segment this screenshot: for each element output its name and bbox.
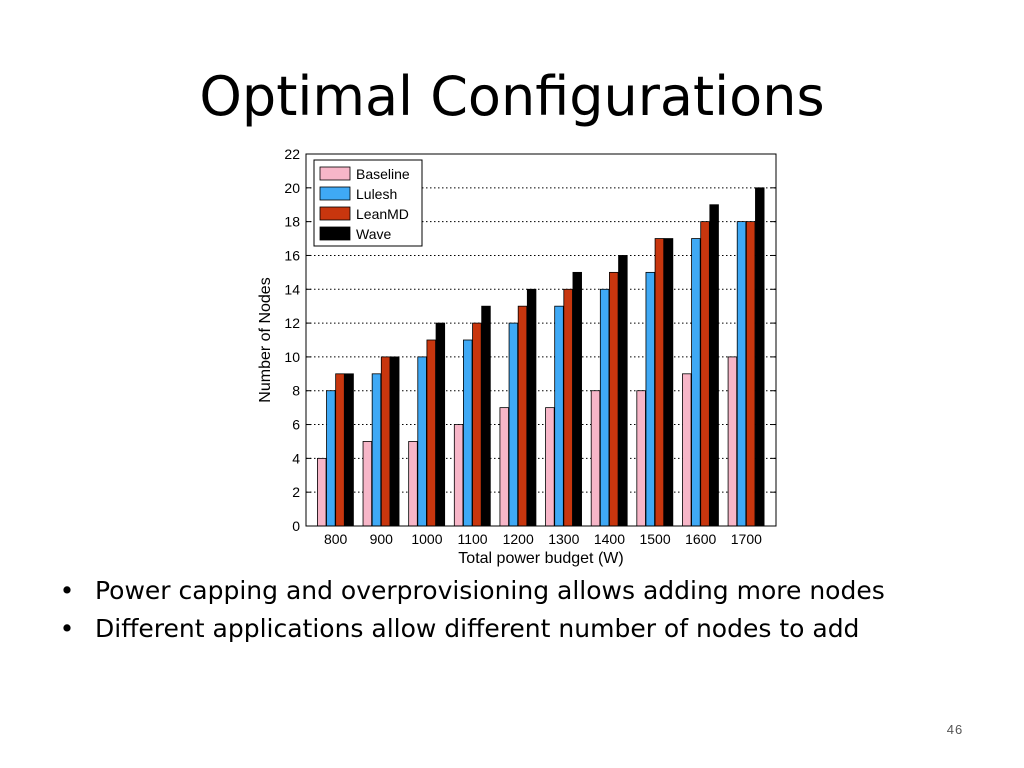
y-tick-label: 10 [284,349,300,365]
bar-wave [390,356,400,527]
slide-title: Optimal Configurations [199,65,825,128]
bar-leanmd [700,221,710,527]
legend-swatch-lulesh [319,186,351,201]
x-tick-label: 1200 [503,531,534,547]
bar-lulesh [736,221,747,527]
bar-leanmd [426,339,436,527]
bar-baseline [499,407,509,527]
plot-frame [305,153,777,527]
y-tick-label: 22 [284,146,300,162]
bar-lulesh [599,288,610,527]
bar-baseline [727,356,738,527]
bar-lulesh [417,356,427,527]
x-tick-label: 1300 [548,531,579,547]
legend-label-lulesh: Lulesh [356,186,397,202]
y-tick-label: 20 [284,180,300,196]
legend-swatch-wave [319,226,351,241]
x-tick-label: 1500 [639,531,670,547]
bar-lulesh [645,271,655,527]
bullet-text: Different applications allow different n… [95,614,860,643]
bar-lulesh [371,373,382,527]
y-tick-label: 18 [284,214,300,230]
bar-chart: 0 2 4 6 8 10 12 14 16 18 20 22 800 900 1000 1100 1200 130… [250,140,790,570]
chart-svg: 0 2 4 6 8 10 12 14 16 18 20 22 800 900 1000 1100 1200 130… [257,146,777,567]
x-tick-label: 1100 [457,531,487,547]
legend-label-leanmd: LeanMD [356,206,409,222]
bar-wave [435,322,446,527]
y-tick-label: 8 [292,383,300,399]
bar-wave [572,271,582,527]
legend-swatch-baseline [319,166,351,181]
x-tick-label: 1600 [685,531,716,547]
y-tick-label: 6 [292,417,300,433]
bar-baseline [408,441,418,527]
legend-label-baseline: Baseline [356,166,410,182]
bullet-item: • Different applications allow different… [55,610,1015,648]
bar-leanmd [380,356,391,527]
legend-label-wave: Wave [356,226,391,242]
x-tick-label: 1400 [594,531,625,547]
bullet-glyph: • [59,576,75,605]
bar-lulesh [554,305,564,527]
x-tick-label: 1000 [411,531,442,547]
y-tick-label: 2 [292,484,300,500]
bar-leanmd [563,288,573,527]
y-axis-label: Number of Nodes [257,277,274,402]
bar-lulesh [508,322,519,527]
bar-leanmd [517,305,528,527]
bar-lulesh [326,390,336,527]
bar-wave [618,255,628,527]
bar-baseline [682,373,692,527]
page-number: 46 [946,722,964,737]
bar-baseline [453,424,464,527]
x-axis-label: Total power budget (W) [458,550,623,567]
bar-leanmd [335,373,345,527]
y-tick-label: 16 [284,247,300,263]
bar-wave [344,373,354,527]
bullet-list: • Power capping and overprovisioning all… [55,572,1015,648]
bar-lulesh [691,238,701,527]
bar-leanmd [472,322,482,527]
bar-wave [709,204,719,527]
bar-leanmd [654,238,665,527]
bar-wave [526,288,537,527]
bar-baseline [590,390,601,527]
bar-baseline [362,441,373,527]
bullet-item: • Power capping and overprovisioning all… [55,572,1015,610]
bar-wave [755,187,765,527]
bar-baseline [317,457,327,527]
y-tick-label: 4 [292,450,300,466]
x-tick-label: 800 [324,531,348,547]
y-tick-label: 12 [284,315,300,331]
bullet-text: Power capping and overprovisioning allow… [95,576,885,605]
bar-wave [481,305,491,527]
bar-lulesh [463,339,473,527]
bullet-glyph: • [59,614,75,643]
x-tick-label: 900 [370,531,394,547]
bar-leanmd [745,221,756,527]
y-tick-label: 0 [292,518,300,534]
bar-wave [663,238,674,527]
bar-leanmd [609,271,619,527]
bar-baseline [545,407,555,527]
legend-swatch-leanmd [319,206,351,221]
bar-baseline [636,390,646,527]
y-tick-label: 14 [284,281,300,297]
x-tick-label: 1700 [731,531,762,547]
